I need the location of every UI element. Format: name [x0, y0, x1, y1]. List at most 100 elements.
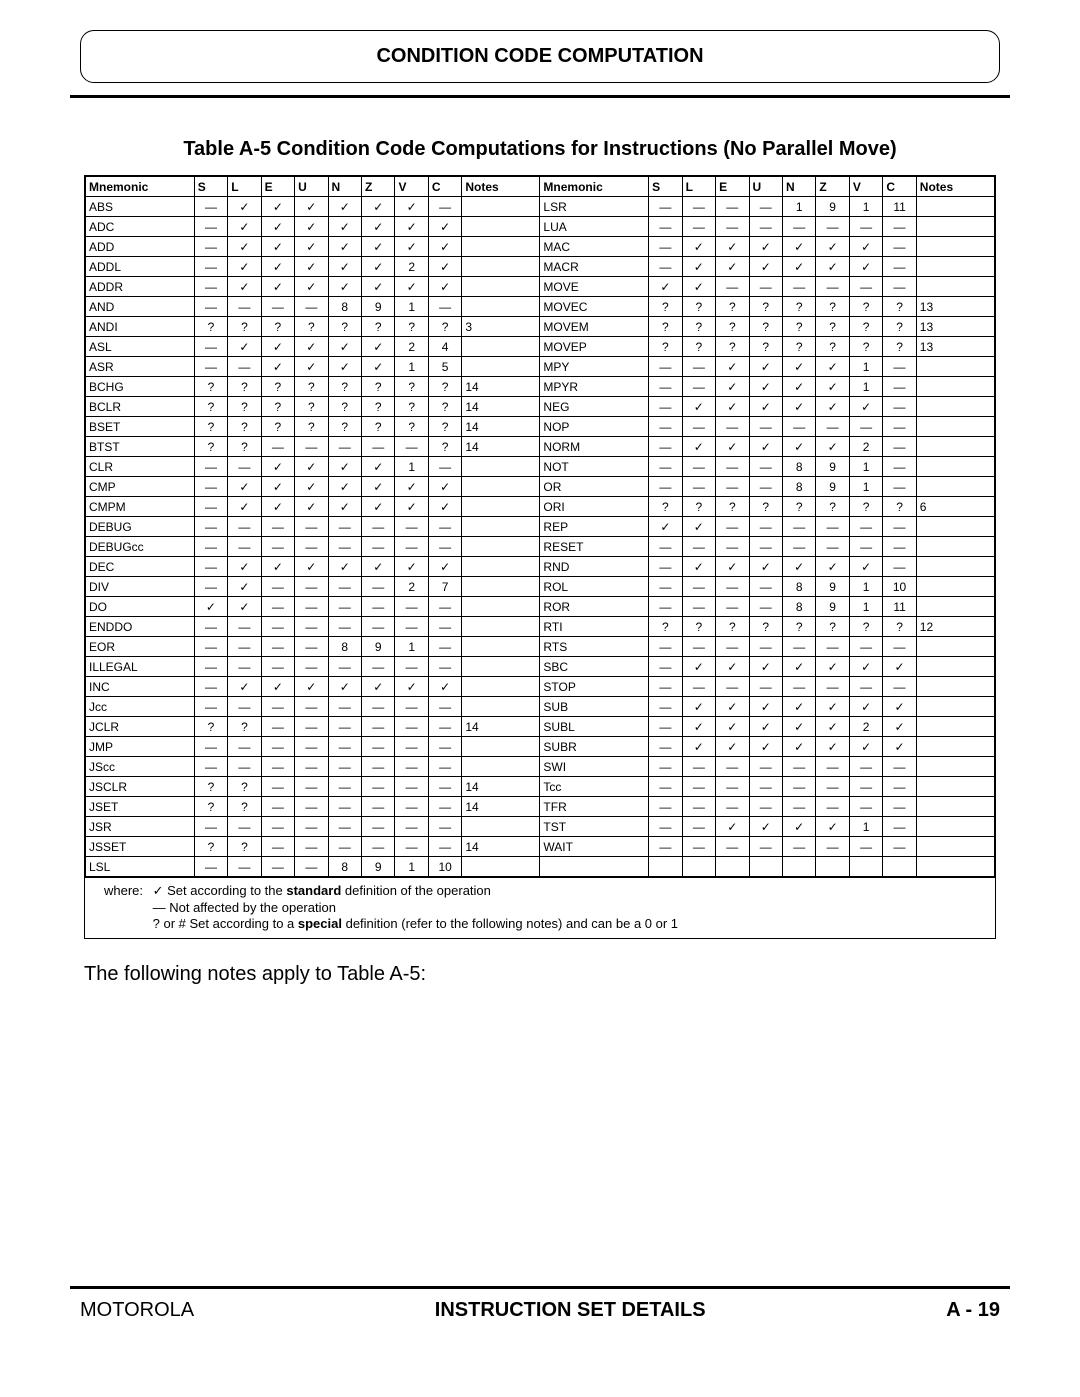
flag-cell: ?	[428, 377, 461, 397]
flag-cell: 8	[782, 577, 815, 597]
flag-cell: 1	[849, 197, 882, 217]
table-row: ADD—✓✓✓✓✓✓✓MAC—✓✓✓✓✓✓—	[86, 237, 995, 257]
flag-cell	[649, 857, 682, 877]
footer-page: A - 19	[946, 1299, 1000, 1322]
flag-cell: —	[261, 437, 294, 457]
mnemonic-cell: MOVE	[540, 277, 649, 297]
flag-cell: ✓	[682, 657, 715, 677]
flag-cell: ✓	[428, 237, 461, 257]
notes-cell	[462, 217, 540, 237]
flag-cell: —	[749, 777, 782, 797]
flag-cell: ✓	[228, 597, 261, 617]
mnemonic-cell: ROL	[540, 577, 649, 597]
flag-cell: ✓	[228, 257, 261, 277]
flag-cell: —	[883, 797, 916, 817]
flag-cell: —	[649, 757, 682, 777]
flag-cell: —	[883, 457, 916, 477]
flag-cell: ✓	[883, 657, 916, 677]
flag-cell: ✓	[716, 817, 749, 837]
col-header-u: U	[295, 177, 328, 197]
flag-cell: —	[328, 657, 361, 677]
flag-cell: ✓	[682, 437, 715, 457]
flag-cell: ?	[362, 397, 395, 417]
mnemonic-cell: BCHG	[86, 377, 195, 397]
flag-cell: —	[328, 797, 361, 817]
mnemonic-cell: MOVEM	[540, 317, 649, 337]
notes-cell	[462, 737, 540, 757]
flag-cell: —	[883, 817, 916, 837]
flag-cell: ✓	[362, 457, 395, 477]
flag-cell: 9	[362, 637, 395, 657]
flag-cell: —	[649, 637, 682, 657]
flag-cell: ✓	[849, 657, 882, 677]
flag-cell: —	[395, 517, 428, 537]
flag-cell: ?	[194, 717, 227, 737]
flag-cell: —	[682, 837, 715, 857]
flag-cell: —	[261, 797, 294, 817]
notes-cell	[462, 697, 540, 717]
flag-cell: —	[816, 757, 849, 777]
flag-cell: —	[428, 797, 461, 817]
flag-cell: —	[649, 437, 682, 457]
flag-cell: ✓	[849, 697, 882, 717]
flag-cell: —	[428, 617, 461, 637]
flag-cell: ✓	[328, 457, 361, 477]
flag-cell: ✓	[749, 737, 782, 757]
flag-cell: 9	[816, 577, 849, 597]
col-header-notes: Notes	[916, 177, 994, 197]
flag-cell: —	[749, 797, 782, 817]
flag-cell: —	[362, 597, 395, 617]
notes-cell	[462, 337, 540, 357]
flag-cell: —	[682, 637, 715, 657]
notes-cell: 14	[462, 437, 540, 457]
flag-cell	[749, 857, 782, 877]
flag-cell: —	[228, 857, 261, 877]
mnemonic-cell: SBC	[540, 657, 649, 677]
flag-cell: ✓	[428, 477, 461, 497]
flag-cell: —	[682, 777, 715, 797]
flag-cell: ?	[782, 617, 815, 637]
flag-cell: —	[395, 737, 428, 757]
table-row: JSR————————TST——✓✓✓✓1—	[86, 817, 995, 837]
flag-cell: ✓	[749, 357, 782, 377]
flag-cell: ?	[716, 297, 749, 317]
flag-cell: ?	[849, 297, 882, 317]
notes-cell	[916, 517, 994, 537]
flag-cell: —	[362, 777, 395, 797]
flag-cell: ✓	[261, 237, 294, 257]
flag-cell: —	[362, 437, 395, 457]
flag-cell: ✓	[716, 357, 749, 377]
flag-cell: —	[682, 817, 715, 837]
notes-cell	[462, 197, 540, 217]
flag-cell: ✓	[328, 217, 361, 237]
flag-cell: —	[395, 817, 428, 837]
flag-cell: —	[362, 517, 395, 537]
mnemonic-cell: ASL	[86, 337, 195, 357]
flag-cell: —	[883, 217, 916, 237]
notes-cell	[462, 617, 540, 637]
notes-cell	[916, 777, 994, 797]
flag-cell: ?	[883, 317, 916, 337]
flag-cell: —	[295, 757, 328, 777]
col-header-n: N	[782, 177, 815, 197]
body-note: The following notes apply to Table A-5:	[84, 963, 996, 986]
notes-cell	[916, 557, 994, 577]
flag-cell: 9	[362, 297, 395, 317]
mnemonic-cell: RND	[540, 557, 649, 577]
flag-cell: —	[362, 577, 395, 597]
flag-cell: —	[295, 517, 328, 537]
mnemonic-cell: ANDI	[86, 317, 195, 337]
flag-cell: ?	[883, 617, 916, 637]
flag-cell: ?	[428, 437, 461, 457]
flag-cell: ?	[228, 377, 261, 397]
notes-cell: 14	[462, 417, 540, 437]
flag-cell: —	[428, 637, 461, 657]
flag-cell: ✓	[749, 697, 782, 717]
notes-cell	[462, 677, 540, 697]
mnemonic-cell: ADDL	[86, 257, 195, 277]
flag-cell: ✓	[261, 337, 294, 357]
flag-cell: ✓	[228, 197, 261, 217]
flag-cell: ?	[194, 377, 227, 397]
flag-cell: —	[716, 637, 749, 657]
flag-cell: ✓	[428, 257, 461, 277]
